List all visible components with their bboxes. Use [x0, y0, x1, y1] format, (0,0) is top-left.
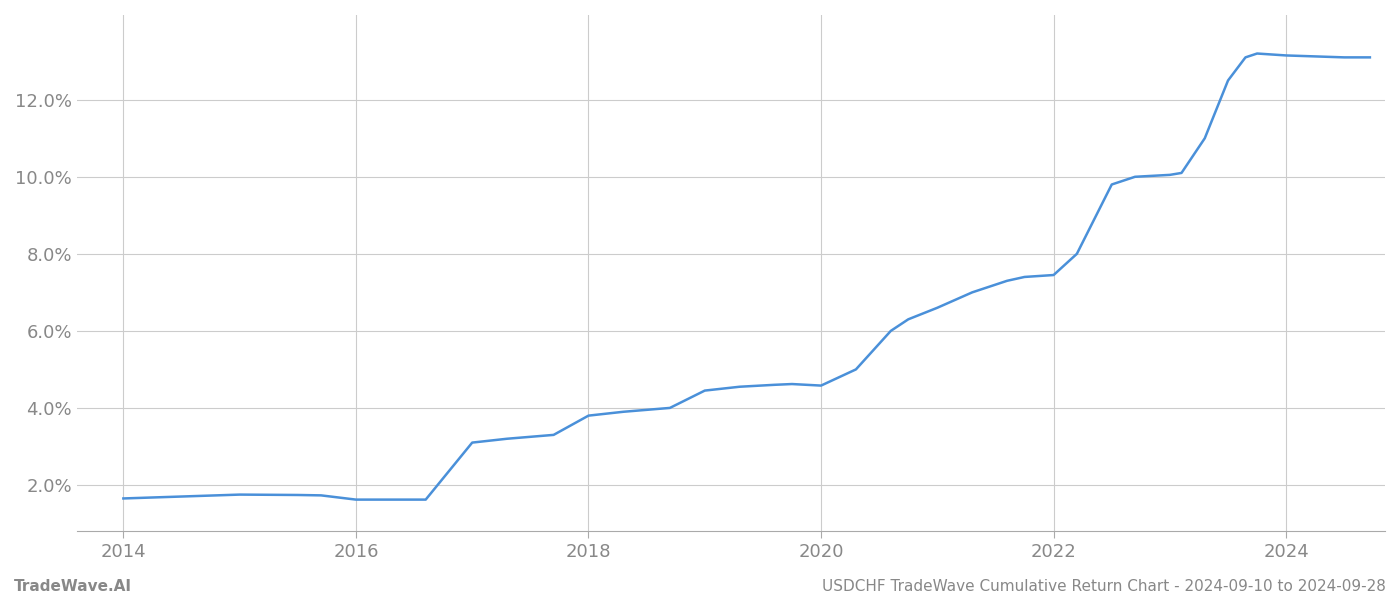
- Text: TradeWave.AI: TradeWave.AI: [14, 579, 132, 594]
- Text: USDCHF TradeWave Cumulative Return Chart - 2024-09-10 to 2024-09-28: USDCHF TradeWave Cumulative Return Chart…: [822, 579, 1386, 594]
